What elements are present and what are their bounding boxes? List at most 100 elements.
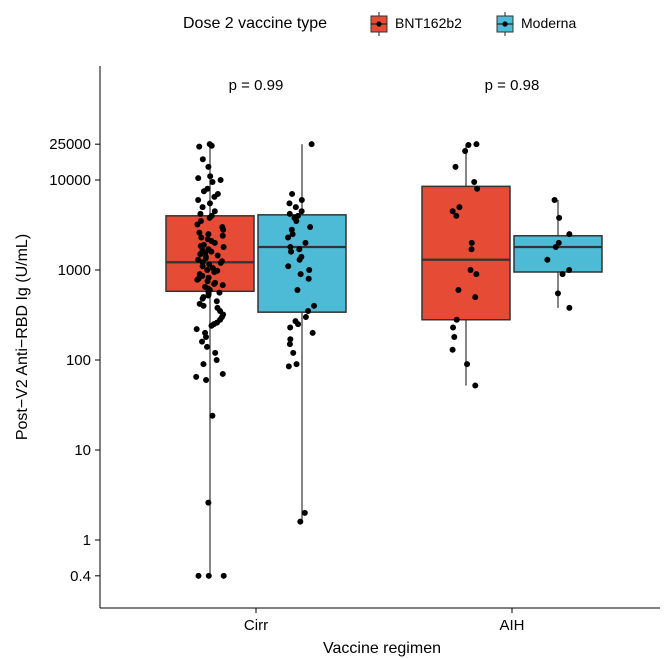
y-tick-label: 25000: [49, 136, 91, 153]
point-bnt162b2-cirr: [220, 226, 227, 233]
point-bnt162b2-aih: [472, 382, 479, 389]
point-bnt162b2-cirr: [204, 267, 211, 273]
y-tick-label: 1000: [58, 262, 91, 279]
point-moderna-cirr: [301, 509, 308, 516]
box-moderna-cirr: [257, 214, 347, 313]
point-bnt162b2-cirr: [193, 373, 200, 380]
legend-key-bnt162b2: [370, 12, 388, 36]
point-bnt162b2-aih: [451, 334, 458, 341]
y-axis-ticks: 0.4 1 10 100 1000 10000 25000: [49, 136, 100, 585]
point-moderna-aih: [566, 267, 573, 273]
point-bnt162b2-cirr: [219, 370, 226, 377]
point-moderna-cirr: [307, 224, 314, 231]
point-moderna-cirr: [290, 349, 297, 356]
point-bnt162b2-cirr: [200, 361, 207, 368]
point-bnt162b2-aih: [453, 212, 460, 219]
point-moderna-cirr: [286, 341, 293, 348]
legend-label-moderna: Moderna: [521, 15, 576, 31]
point-moderna-cirr: [305, 275, 312, 282]
point-bnt162b2-cirr: [194, 276, 201, 283]
point-bnt162b2-cirr: [220, 244, 227, 251]
point-moderna-cirr: [296, 246, 303, 253]
point-moderna-cirr: [295, 321, 302, 328]
point-bnt162b2-cirr: [211, 208, 218, 215]
point-moderna-cirr: [285, 263, 292, 270]
point-bnt162b2-cirr: [211, 280, 218, 287]
point-moderna-cirr: [289, 190, 296, 197]
point-bnt162b2-cirr: [208, 248, 215, 255]
box-bnt162b2-aih: [421, 185, 511, 321]
point-moderna-cirr: [302, 314, 309, 321]
point-bnt162b2-aih: [449, 346, 456, 353]
point-bnt162b2-aih: [456, 204, 463, 211]
point-moderna-cirr: [298, 208, 305, 215]
point-moderna-cirr: [311, 302, 318, 309]
point-bnt162b2-cirr: [194, 221, 201, 228]
point-moderna-aih: [552, 244, 559, 251]
point-bnt162b2-cirr: [205, 572, 212, 579]
legend-key-moderna: [496, 12, 514, 36]
point-moderna-cirr: [309, 329, 316, 336]
point-moderna-aih: [551, 196, 558, 203]
point-moderna-cirr: [297, 271, 304, 278]
point-moderna-cirr: [288, 248, 295, 255]
point-bnt162b2-cirr: [206, 214, 213, 221]
p-value-annotations: p = 0.99 p = 0.98: [229, 77, 540, 94]
point-bnt162b2-cirr: [195, 196, 202, 203]
point-bnt162b2-cirr: [213, 298, 220, 305]
point-bnt162b2-cirr: [220, 572, 227, 579]
point-bnt162b2-aih: [467, 267, 474, 273]
point-bnt162b2-aih: [453, 316, 460, 323]
point-moderna-cirr: [287, 244, 294, 251]
y-tick-label: 100: [66, 352, 91, 369]
point-moderna-aih: [544, 256, 551, 263]
point-bnt162b2-cirr: [207, 173, 214, 180]
point-bnt162b2-aih: [473, 271, 480, 278]
point-bnt162b2-aih: [455, 286, 462, 293]
y-tick-label: 1: [83, 532, 91, 549]
point-moderna-cirr: [287, 336, 294, 343]
point-bnt162b2-cirr: [213, 357, 220, 363]
y-tick-label: 10000: [49, 172, 91, 189]
point-bnt162b2-cirr: [199, 295, 206, 302]
boxes: [165, 144, 603, 576]
x-tick-label: Cirr: [244, 617, 268, 634]
legend-label-bnt162b2: BNT162b2: [395, 15, 462, 31]
point-bnt162b2-aih: [450, 324, 457, 331]
x-axis-title: Vaccine regimen: [323, 640, 441, 657]
legend: Dose 2 vaccine type BNT162b2 Moderna: [183, 12, 576, 36]
point-bnt162b2-aih: [464, 361, 471, 368]
point-bnt162b2-cirr: [200, 302, 207, 309]
point-bnt162b2-cirr: [209, 179, 216, 186]
point-moderna-cirr: [287, 324, 294, 331]
point-bnt162b2-cirr: [198, 234, 205, 241]
point-moderna-cirr: [286, 210, 293, 217]
point-moderna-cirr: [289, 231, 296, 238]
point-moderna-cirr: [285, 234, 292, 241]
point-bnt162b2-cirr: [196, 143, 203, 150]
y-axis-title: Post−V2 Anti−RBD Ig (U/mL): [14, 234, 31, 440]
point-bnt162b2-cirr: [217, 259, 224, 266]
point-bnt162b2-cirr: [204, 343, 211, 350]
point-bnt162b2-cirr: [208, 322, 215, 329]
point-moderna-cirr: [306, 267, 313, 273]
point-bnt162b2-cirr: [197, 251, 204, 258]
point-bnt162b2-cirr: [199, 338, 206, 345]
point-bnt162b2-cirr: [211, 269, 218, 276]
point-bnt162b2-cirr: [219, 232, 226, 239]
point-bnt162b2-aih: [471, 179, 478, 186]
point-bnt162b2-aih: [462, 148, 469, 155]
point-bnt162b2-aih: [452, 163, 459, 170]
point-bnt162b2-cirr: [211, 239, 218, 246]
point-bnt162b2-cirr: [217, 177, 224, 183]
point-bnt162b2-cirr: [208, 142, 215, 149]
point-bnt162b2-aih: [449, 208, 456, 215]
point-bnt162b2-cirr: [200, 188, 207, 195]
point-bnt162b2-cirr: [219, 282, 226, 289]
point-moderna-cirr: [305, 308, 312, 315]
y-tick-label: 0.4: [70, 568, 91, 585]
data-points: [193, 141, 573, 579]
point-bnt162b2-cirr: [195, 572, 202, 579]
point-bnt162b2-cirr: [199, 204, 206, 211]
